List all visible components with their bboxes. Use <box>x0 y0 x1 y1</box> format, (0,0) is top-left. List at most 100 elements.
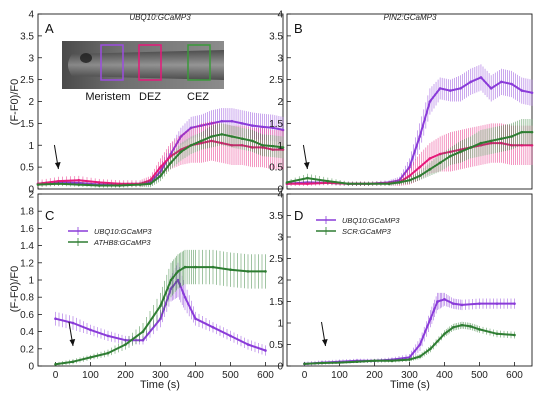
panel-c-point-ubq10 <box>71 321 75 325</box>
panel-b-point-green <box>459 150 462 154</box>
panel-b-point-purple <box>500 80 503 84</box>
panel-b-point-green <box>479 141 483 145</box>
x-axis-title-left: Time (s) <box>140 379 180 391</box>
panel-a-point-green <box>159 174 162 178</box>
panel-d-series-scr <box>303 321 516 366</box>
panel-d-point-ubq10 <box>513 302 516 305</box>
panel-a-point-green <box>179 150 183 154</box>
panel-b-point-green <box>530 130 534 134</box>
panel-d-point-scr <box>469 325 473 328</box>
legend-label-athb8-c: ATHB8:GCaMP3 <box>93 238 151 247</box>
panel-d-point-scr <box>418 355 422 358</box>
panel-c-ytick-label: 0.2 <box>20 344 34 355</box>
panel-b-letter: B <box>294 21 303 36</box>
panel-c-point-athb8 <box>176 270 180 273</box>
panel-b-title: PIN2:GCaMP3 <box>384 13 437 22</box>
panel-a-title: UBQ10:GCaMP3 <box>129 13 191 22</box>
panel-b-ytick-label: 4 <box>277 10 283 21</box>
panel-a-point-green <box>261 143 264 147</box>
panel-a-point-green <box>77 183 81 186</box>
panel-a-ytick-label: 2.5 <box>20 75 34 86</box>
panel-b-point-purple <box>459 87 462 90</box>
panel-a-point-magenta <box>97 181 101 184</box>
panel-c-stimulus-arrowhead <box>69 339 76 346</box>
legend-panel-c: UBQ10:GCaMP3 ATHB8:GCaMP3 <box>68 227 152 247</box>
panel-c-point-ubq10 <box>194 317 197 321</box>
root-microscopy-inset <box>62 41 224 89</box>
panel-c-xtick-label: 400 <box>187 370 204 381</box>
panel-d-xtick-label: 600 <box>506 370 523 381</box>
panel-b-point-green <box>326 179 330 183</box>
panel-c-ytick-label: 1 <box>28 276 34 287</box>
legend-label-scr-d: SCR:GCaMP3 <box>342 227 392 236</box>
panel-b-point-green <box>510 135 513 138</box>
panel-d-xtick-label: 200 <box>366 370 383 381</box>
panel-d-point-scr <box>320 361 324 365</box>
panel-d-ytick-label: 1 <box>277 319 283 330</box>
panel-b-line-green <box>286 131 533 185</box>
panel-c-point-ubq10 <box>264 349 267 352</box>
panel-a-point-purple <box>271 126 275 130</box>
panel-c-point-athb8 <box>194 265 197 269</box>
panel-a-point-green <box>36 183 40 186</box>
panel-a-ytick-label: 4 <box>28 10 34 21</box>
legend-label-ubq10-d: UBQ10:GCaMP3 <box>342 216 400 225</box>
panel-b-point-magenta <box>418 165 422 169</box>
panel-a-ytick-label: 1 <box>28 141 34 152</box>
panel-a-ytick-label: 3.5 <box>20 31 34 42</box>
panel-d-point-scr <box>451 326 455 329</box>
panel-b-series-green <box>285 119 534 186</box>
panel-b-point-green <box>418 174 422 178</box>
panel-c-point-athb8 <box>246 270 250 273</box>
panel-a-point-green <box>189 143 193 147</box>
panel-d-point-scr <box>443 332 446 336</box>
panel-a-point-green <box>57 182 60 186</box>
panel-d-point-ubq10 <box>451 302 455 305</box>
panel-b-point-green <box>428 168 432 171</box>
panel-c-point-athb8 <box>106 351 110 355</box>
panel-b-point-magenta <box>306 182 309 186</box>
inset-label-meristem: Meristem <box>85 91 130 103</box>
panel-c-point-athb8 <box>71 360 75 364</box>
panel-c-point-athb8 <box>264 270 267 273</box>
panel-d-point-ubq10 <box>460 303 464 307</box>
panel-b-point-green <box>438 161 442 165</box>
panel-a-stimulus-arrowhead <box>54 162 61 169</box>
panel-a-letter: A <box>45 21 54 36</box>
panel-b-point-purple <box>449 89 452 92</box>
panel-d-frame <box>286 193 533 367</box>
panel-c-ytick-label: 0.8 <box>20 293 34 304</box>
panel-d-point-scr <box>495 332 499 336</box>
panel-b-point-green <box>367 182 370 186</box>
panel-c-point-athb8 <box>211 265 215 269</box>
panel-d-point-scr <box>429 347 432 351</box>
panel-a-point-green <box>271 144 275 148</box>
panel-d-point-scr <box>373 359 376 363</box>
legend-label-ubq10-c: UBQ10:GCaMP3 <box>94 227 152 236</box>
panel-c-letter: C <box>45 208 54 223</box>
panel-c-point-athb8 <box>159 304 162 308</box>
panel-c-xtick-label: 600 <box>257 370 274 381</box>
panel-c-point-athb8 <box>183 265 187 269</box>
panel-c-point-ubq10 <box>54 317 57 321</box>
panel-d-point-ubq10 <box>418 343 422 346</box>
panel-b-point-purple <box>428 100 432 103</box>
panel-b-point-green <box>306 176 309 180</box>
panel-b-ytick-label: 2 <box>277 97 283 108</box>
panel-b-ytick-label: 0 <box>277 185 283 196</box>
panel-a-ytick-label: 0 <box>28 185 34 196</box>
panel-b-point-purple <box>489 87 493 90</box>
panel-d-xtick-label: 300 <box>401 370 418 381</box>
panel-d-ytick-label: 3 <box>277 233 283 244</box>
panel-a-point-green <box>148 182 152 186</box>
panel-d-point-ubq10 <box>478 302 481 305</box>
panel-c-point-athb8 <box>89 356 92 359</box>
panel-c-ytick-label: 0.4 <box>20 327 34 338</box>
panel-c: 00.20.40.60.811.21.41.61.820 100 200 300 400… <box>20 190 284 381</box>
panel-b-ytick-label: 0.5 <box>269 163 283 174</box>
panel-d-point-scr <box>408 358 411 361</box>
x-axis-title-right: Time (s) <box>390 379 430 391</box>
panel-a-point-green <box>210 135 213 138</box>
panel-d-stimulus-arrowhead <box>322 339 328 346</box>
panel-d-ytick-label: 4 <box>277 190 283 201</box>
